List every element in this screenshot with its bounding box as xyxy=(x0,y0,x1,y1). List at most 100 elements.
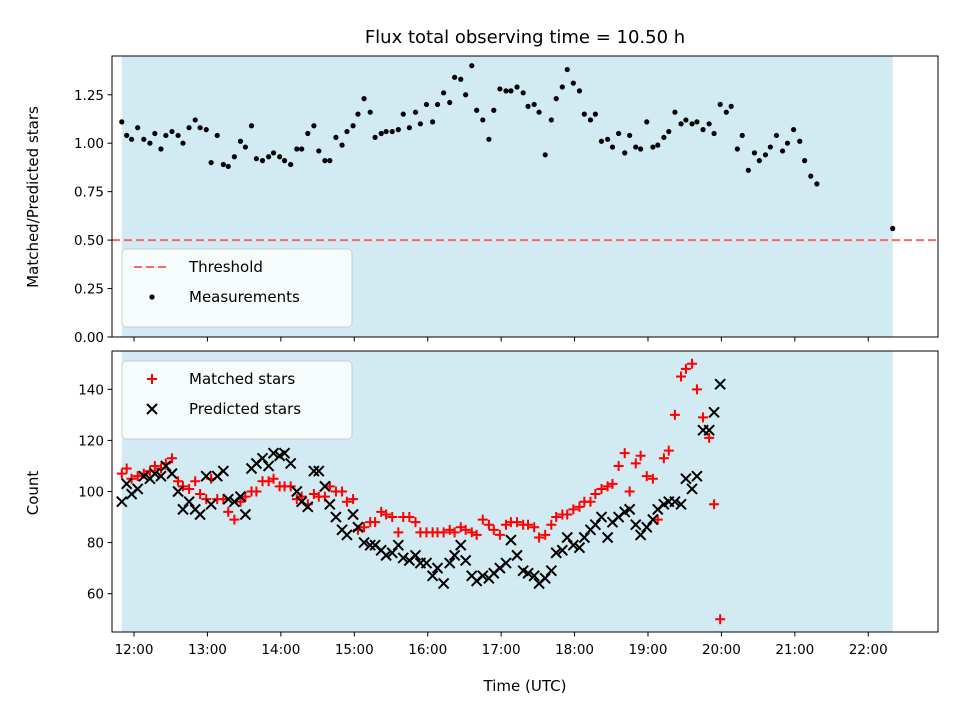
predicted-stars-point xyxy=(262,460,275,472)
matched-stars-point xyxy=(201,494,212,505)
measurements-point xyxy=(322,158,328,164)
predicted-stars-point xyxy=(358,536,370,549)
measurements-point xyxy=(311,123,317,129)
bottom-y-tick-label: 60 xyxy=(87,587,104,603)
matched-stars-point xyxy=(387,512,398,523)
matched-stars-point xyxy=(184,483,195,494)
matched-stars-point xyxy=(669,409,680,420)
matched-stars-point xyxy=(698,412,709,423)
predicted-stars-point xyxy=(578,531,591,544)
predicted-stars-point xyxy=(589,519,602,531)
measurements-point xyxy=(281,158,288,164)
predicted-stars-point xyxy=(341,529,353,541)
measurements-point xyxy=(372,134,378,140)
measurements-point xyxy=(723,109,729,115)
top-y-tick-label: 0.00 xyxy=(74,330,104,346)
measurements-point xyxy=(253,156,259,162)
predicted-stars-point xyxy=(278,447,291,459)
predicted-stars-point xyxy=(409,549,422,562)
matched-stars-point xyxy=(488,524,499,535)
bottom-axes-frame xyxy=(111,350,939,633)
measurements-point xyxy=(152,130,158,137)
measurements-point xyxy=(367,109,373,115)
matched-stars-point xyxy=(190,476,201,487)
measurements-point xyxy=(638,146,644,152)
x-tick-label: 21:00 xyxy=(775,642,814,658)
measurements-point xyxy=(808,173,814,179)
measurements-point xyxy=(739,132,745,139)
matched-stars-point xyxy=(680,363,691,374)
measurements-point xyxy=(592,111,598,117)
measurements-point xyxy=(339,142,345,148)
predicted-stars-point xyxy=(528,570,540,582)
measurements-point xyxy=(389,128,395,135)
measurements-point xyxy=(175,132,181,139)
predicted-stars-point xyxy=(380,549,392,562)
measurements-point xyxy=(169,128,175,135)
matched-stars-point xyxy=(574,501,585,512)
measurements-point xyxy=(350,123,356,129)
predicted-stars-point xyxy=(256,452,269,464)
measurements-point xyxy=(767,144,773,150)
matched-stars-point xyxy=(359,522,370,533)
predicted-stars-point xyxy=(302,501,314,513)
x-tick-label: 14:00 xyxy=(261,642,300,658)
measurements-point xyxy=(791,127,797,133)
matched-stars-point xyxy=(596,483,607,494)
matched-stars-point xyxy=(121,463,132,474)
matched-stars-point xyxy=(709,499,720,510)
matched-stars-point xyxy=(551,512,562,523)
measurements-point xyxy=(756,158,762,164)
x-axis-label: Time (UTC) xyxy=(483,677,567,695)
predicted-stars-point xyxy=(511,549,523,562)
x-tick-label: 20:00 xyxy=(702,642,741,658)
predicted-stars-point xyxy=(166,467,178,480)
predicted-stars-point xyxy=(386,547,398,559)
predicted-stars-point xyxy=(477,570,489,582)
measurements-point xyxy=(700,127,706,133)
measurements-point xyxy=(605,136,611,142)
legend-threshold-label: Threshold xyxy=(188,258,263,276)
measurements-point xyxy=(447,99,453,106)
matched-stars-point xyxy=(658,453,669,464)
matched-stars-point xyxy=(568,504,579,515)
predicted-stars-point xyxy=(217,465,230,477)
measurements-point xyxy=(180,140,186,146)
matched-stars-point xyxy=(195,489,206,500)
measurements-point xyxy=(520,90,526,96)
measurements-point xyxy=(773,132,780,139)
predicted-stars-point xyxy=(708,406,720,419)
predicted-stars-point xyxy=(183,496,195,508)
matched-stars-point xyxy=(393,527,404,538)
predicted-stars-point xyxy=(200,470,212,482)
matched-stars-point xyxy=(296,491,307,502)
measurements-point xyxy=(192,117,198,123)
measurements-point xyxy=(469,63,475,69)
measurements-point xyxy=(266,154,272,160)
legend-matched-stars-handle xyxy=(147,374,157,384)
predicted-stars-point xyxy=(669,496,681,508)
measurements-point xyxy=(497,86,503,92)
measurements-point xyxy=(333,134,339,140)
measurements-point xyxy=(417,121,423,127)
matched-stars-point xyxy=(607,478,618,489)
measurements-point xyxy=(242,144,248,150)
measurements-point xyxy=(434,101,441,108)
predicted-stars-point xyxy=(680,473,692,485)
measurements-point xyxy=(728,103,734,109)
predicted-stars-point xyxy=(138,470,150,482)
matched-stars-point xyxy=(268,473,279,484)
matched-stars-point xyxy=(132,471,143,482)
predicted-stars-point xyxy=(641,521,653,533)
measurements-point xyxy=(491,107,497,113)
measurements-point xyxy=(344,128,350,135)
matched-stars-point xyxy=(691,384,702,395)
predicted-stars-point xyxy=(448,549,461,562)
matched-stars-point xyxy=(624,486,635,497)
predicted-stars-point xyxy=(234,490,247,503)
measurements-point xyxy=(231,154,237,160)
measurements-point xyxy=(751,150,758,156)
predicted-stars-point xyxy=(352,521,364,533)
bottom-y-tick-label: 100 xyxy=(78,485,104,501)
predicted-stars-point xyxy=(160,460,172,472)
